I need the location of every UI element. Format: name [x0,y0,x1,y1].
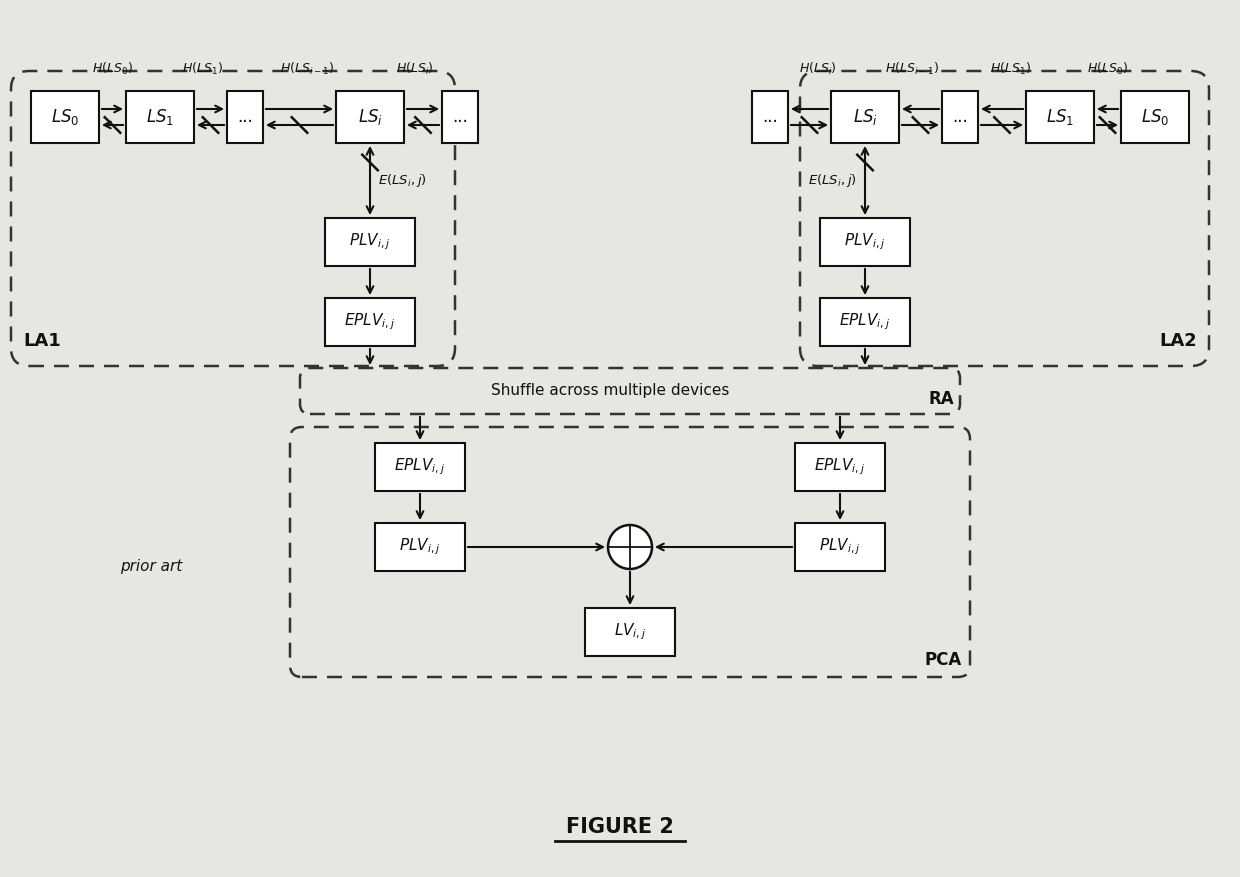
Text: PCA: PCA [925,651,962,669]
Text: LA2: LA2 [1159,332,1197,350]
Text: $LV_{i,j}$: $LV_{i,j}$ [614,622,646,642]
Text: $EPLV_{i,j}$: $EPLV_{i,j}$ [815,457,866,477]
FancyBboxPatch shape [795,443,885,491]
Text: $EPLV_{i,j}$: $EPLV_{i,j}$ [345,311,396,332]
FancyBboxPatch shape [325,218,415,266]
FancyBboxPatch shape [820,218,910,266]
Text: $E(LS_i, j)$: $E(LS_i, j)$ [808,172,857,189]
FancyBboxPatch shape [31,91,99,143]
Text: prior art: prior art [120,560,182,574]
Text: Shuffle across multiple devices: Shuffle across multiple devices [491,383,729,398]
FancyBboxPatch shape [227,91,263,143]
Text: $E(LS_i, j)$: $E(LS_i, j)$ [378,172,427,189]
Text: $H(LS_0)$: $H(LS_0)$ [92,61,133,77]
Text: $LS_i$: $LS_i$ [357,107,382,127]
FancyBboxPatch shape [1025,91,1094,143]
Text: $EPLV_{i,j}$: $EPLV_{i,j}$ [839,311,890,332]
FancyBboxPatch shape [831,91,899,143]
Text: $EPLV_{i,j}$: $EPLV_{i,j}$ [394,457,445,477]
Text: $H(LS_1)$: $H(LS_1)$ [182,61,223,77]
Text: ...: ... [763,108,777,126]
Text: $H(LS_i)$: $H(LS_i)$ [799,61,837,77]
Text: FIGURE 2: FIGURE 2 [567,817,673,837]
Text: ...: ... [237,108,253,126]
Circle shape [608,525,652,569]
FancyBboxPatch shape [942,91,978,143]
FancyBboxPatch shape [325,298,415,346]
Text: $PLV_{i,j}$: $PLV_{i,j}$ [399,537,440,557]
Text: $PLV_{i,j}$: $PLV_{i,j}$ [350,232,391,253]
FancyBboxPatch shape [751,91,787,143]
FancyBboxPatch shape [820,298,910,346]
Text: $LS_i$: $LS_i$ [853,107,878,127]
Text: $PLV_{i,j}$: $PLV_{i,j}$ [820,537,861,557]
Text: $LS_1$: $LS_1$ [146,107,174,127]
FancyBboxPatch shape [374,523,465,571]
Text: $H(LS_1)$: $H(LS_1)$ [990,61,1030,77]
Text: $H(LS_i)$: $H(LS_i)$ [396,61,434,77]
Text: $LS_0$: $LS_0$ [51,107,79,127]
Text: $PLV_{i,j}$: $PLV_{i,j}$ [844,232,885,253]
FancyBboxPatch shape [795,523,885,571]
Text: ...: ... [952,108,968,126]
Text: $H(LS_{i-1})$: $H(LS_{i-1})$ [280,61,335,77]
FancyBboxPatch shape [585,608,675,656]
Text: RA: RA [929,390,954,408]
FancyBboxPatch shape [1121,91,1189,143]
FancyBboxPatch shape [441,91,477,143]
Text: LA1: LA1 [24,332,61,350]
FancyBboxPatch shape [126,91,193,143]
Text: $LS_0$: $LS_0$ [1141,107,1169,127]
Text: $H(LS_0)$: $H(LS_0)$ [1087,61,1128,77]
FancyBboxPatch shape [336,91,404,143]
Text: ...: ... [453,108,467,126]
Text: $LS_1$: $LS_1$ [1045,107,1074,127]
Text: $H(LS_{i-1})$: $H(LS_{i-1})$ [885,61,940,77]
FancyBboxPatch shape [374,443,465,491]
